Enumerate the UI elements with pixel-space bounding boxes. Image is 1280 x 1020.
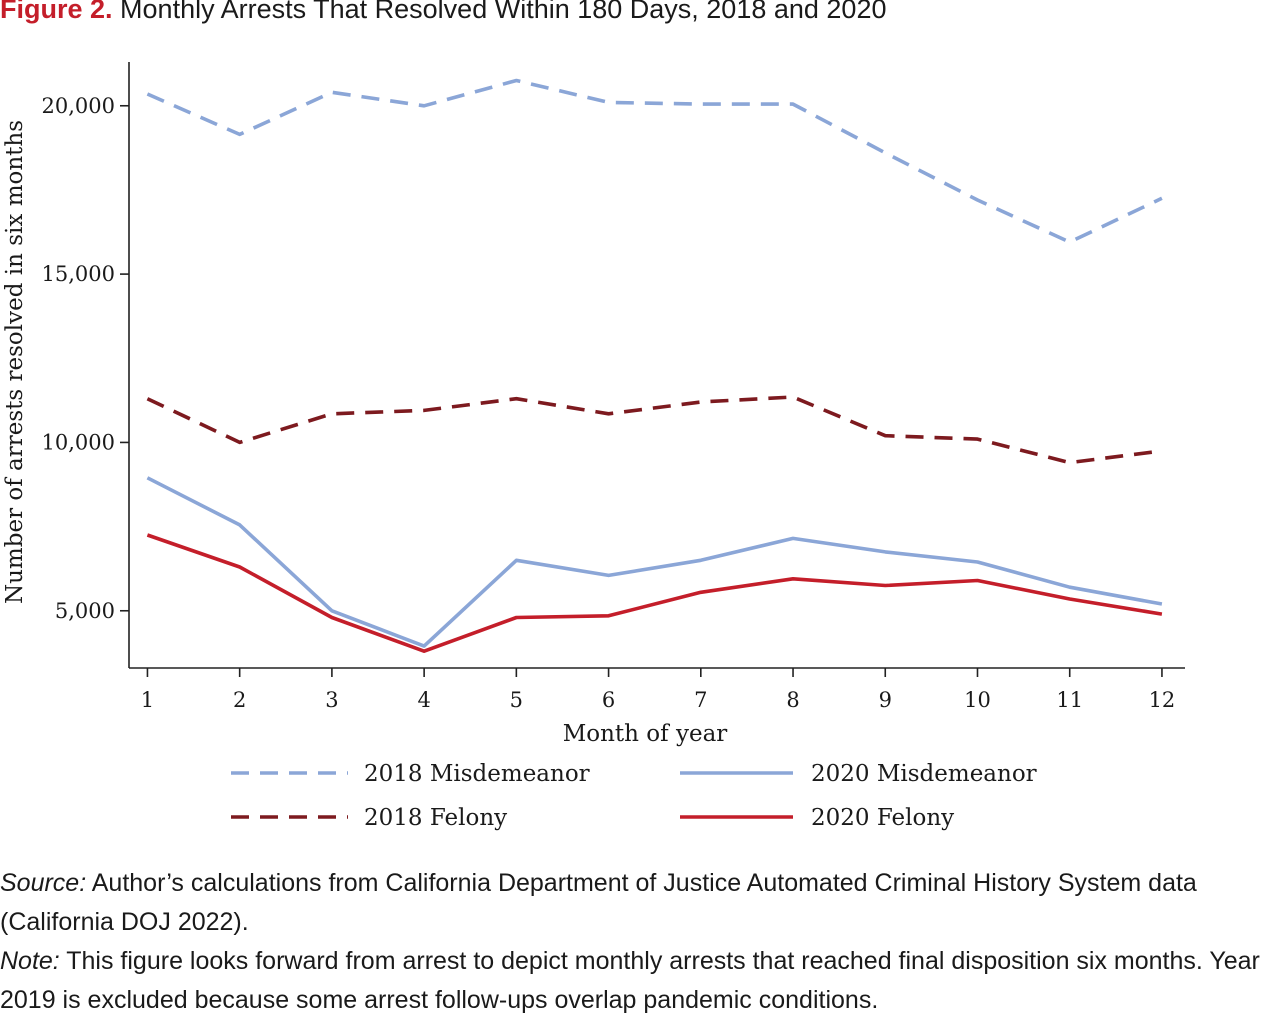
note-text: This figure looks forward from arrest to… — [0, 947, 1260, 1014]
chart-legend: 2018 Misdemeanor 2020 Misdemeanor 2018 Fel… — [231, 761, 1037, 831]
y-tick-label: 15,000 — [42, 262, 115, 286]
note-label: Note: — [0, 947, 60, 975]
legend-label: 2020 Felony — [811, 805, 954, 831]
x-tick-label: 1 — [141, 688, 154, 712]
legend-label: 2020 Misdemeanor — [811, 761, 1037, 787]
series-line — [146, 395, 1163, 465]
x-tick-label: 8 — [786, 688, 799, 712]
x-tick-label: 7 — [694, 688, 707, 712]
source-note: Source: Author’s calculations from Calif… — [0, 864, 1280, 942]
figure-label: Figure 2. — [0, 0, 113, 24]
x-tick-label: 11 — [1056, 688, 1083, 712]
source-text: Author’s calculations from California De… — [0, 869, 1197, 936]
x-tick-label: 2 — [233, 688, 246, 712]
x-tick-label: 3 — [325, 688, 338, 712]
figure-title: Figure 2. Monthly Arrests That Resolved … — [0, 0, 886, 30]
x-tick-label: 9 — [879, 688, 892, 712]
figure-title-text: Monthly Arrests That Resolved Within 180… — [120, 0, 887, 24]
y-axis-title: Number of arrests resolved in six months — [2, 120, 28, 604]
y-tick-label: 10,000 — [42, 430, 115, 454]
series-line — [146, 78, 1163, 244]
x-axis-title: Month of year — [563, 721, 728, 747]
x-tick-label: 10 — [964, 688, 991, 712]
series-line — [146, 476, 1163, 648]
x-tick-label: 5 — [510, 688, 523, 712]
series-line — [146, 533, 1163, 654]
legend-label: 2018 Felony — [364, 805, 507, 831]
figure-notes: Source: Author’s calculations from Calif… — [0, 864, 1280, 1020]
chart-lines — [146, 78, 1163, 654]
legend-label: 2018 Misdemeanor — [364, 761, 590, 787]
x-tick-label: 12 — [1149, 688, 1176, 712]
x-tick-label: 6 — [602, 688, 615, 712]
x-tick-label: 4 — [417, 688, 430, 712]
y-tick-label: 20,000 — [42, 94, 115, 118]
y-tick-label: 5,000 — [55, 599, 115, 623]
source-label: Source: — [0, 869, 87, 897]
note-text-block: Note: This figure looks forward from arr… — [0, 942, 1280, 1020]
